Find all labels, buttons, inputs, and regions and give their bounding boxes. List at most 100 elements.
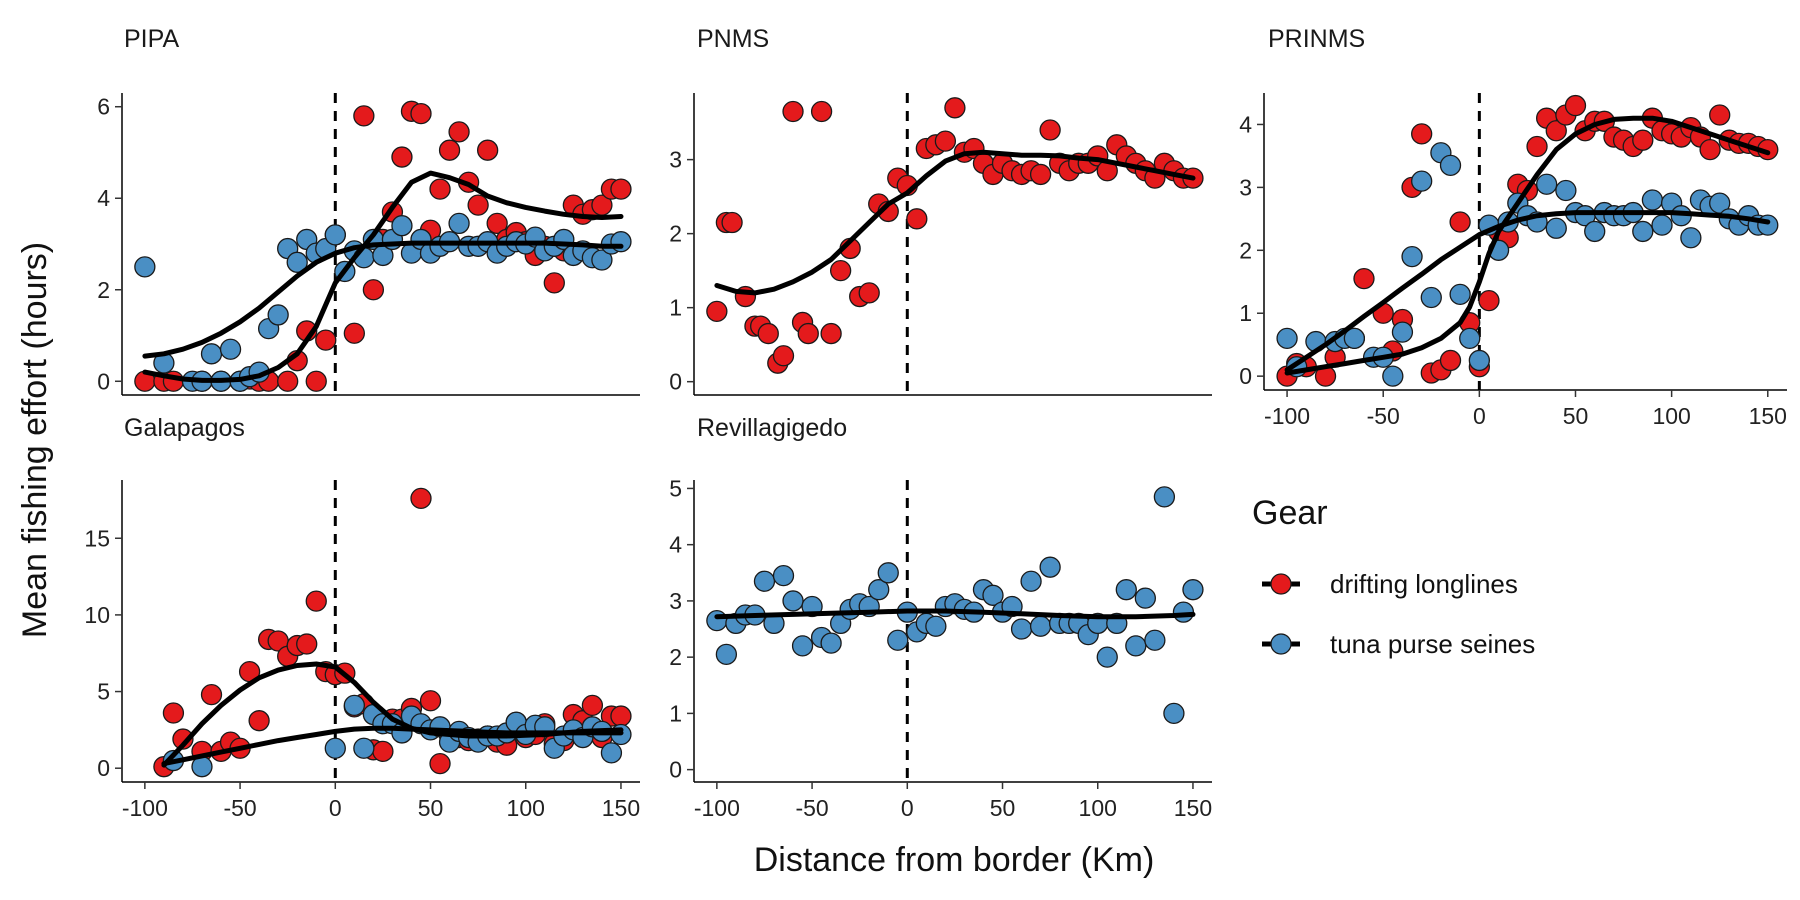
- x-tick-label: 150: [602, 795, 640, 821]
- data-point-drifting-longlines: [820, 322, 842, 345]
- x-tick-label: 100: [1079, 795, 1117, 821]
- data-point-tuna-purse-seines: [267, 304, 289, 326]
- data-point-tuna-purse-seines: [782, 590, 804, 612]
- y-tick-label: 2: [669, 221, 682, 247]
- legend-key-point-longlines: [1270, 573, 1292, 595]
- data-point-drifting-longlines: [1029, 163, 1052, 186]
- data-point-drifting-longlines: [782, 100, 804, 123]
- panel-title: Galapagos: [124, 414, 245, 442]
- data-point-drifting-longlines: [419, 690, 442, 712]
- data-point-tuna-purse-seines: [1651, 214, 1673, 236]
- panel-title: PNMS: [697, 25, 769, 53]
- data-point-drifting-longlines: [810, 100, 833, 123]
- panel-revillagigedo: Revillagigedo 0 1 2 3 4 5 -100 -50 0 50 100 150: [669, 414, 1212, 821]
- data-point-tuna-purse-seines: [324, 737, 346, 759]
- smooth-line-tuna-purse-seines: [1284, 210, 1771, 373]
- data-point-tuna-purse-seines: [1010, 618, 1033, 640]
- data-point-drifting-longlines: [372, 740, 394, 762]
- data-point-drifting-longlines: [581, 694, 604, 717]
- smooth-line-tuna-purse-seines: [714, 608, 1196, 620]
- data-point-drifting-longlines: [1545, 120, 1567, 142]
- legend-label-purse-seines: tuna purse seines: [1330, 629, 1535, 659]
- y-tick-label: 4: [97, 185, 110, 211]
- data-point-drifting-longlines: [343, 322, 365, 344]
- data-point-tuna-purse-seines: [134, 256, 156, 278]
- data-point-tuna-purse-seines: [1411, 170, 1433, 192]
- data-point-tuna-purse-seines: [1449, 283, 1471, 306]
- data-point-drifting-longlines: [429, 178, 451, 200]
- data-point-tuna-purse-seines: [715, 643, 738, 665]
- x-tick-label: 0: [1473, 403, 1486, 429]
- data-point-tuna-purse-seines: [706, 609, 728, 632]
- smooth-line-drifting-longlines: [1284, 115, 1771, 376]
- data-point-drifting-longlines: [162, 702, 185, 724]
- legend: Gear drifting longlines tuna purse seine…: [1252, 494, 1535, 659]
- data-point-tuna-purse-seines: [1343, 327, 1366, 350]
- data-point-drifting-longlines: [1526, 135, 1548, 158]
- y-tick-label: 0: [97, 368, 110, 394]
- data-point-drifting-longlines: [172, 728, 194, 750]
- x-tick-label: -50: [795, 795, 828, 821]
- data-point-drifting-longlines: [486, 212, 508, 235]
- data-point-drifting-longlines: [248, 710, 270, 732]
- x-tick-label: 100: [1652, 403, 1690, 429]
- data-point-drifting-longlines: [610, 178, 632, 200]
- legend-key-point-purse-seines: [1270, 633, 1292, 655]
- data-point-tuna-purse-seines: [982, 584, 1004, 606]
- data-point-drifting-longlines: [448, 121, 470, 143]
- data-point-drifting-longlines: [797, 322, 819, 345]
- smooth-line-tuna-purse-seines: [161, 725, 624, 767]
- data-point-tuna-purse-seines: [1115, 579, 1137, 601]
- data-point-drifting-longlines: [1449, 211, 1471, 233]
- x-tick-label: 50: [1563, 403, 1589, 429]
- x-tick-label: 0: [901, 795, 914, 821]
- legend-title: Gear: [1252, 494, 1328, 532]
- data-point-drifting-longlines: [757, 322, 779, 345]
- data-point-tuna-purse-seines: [1144, 629, 1166, 651]
- x-tick-label: 50: [990, 795, 1016, 821]
- data-point-tuna-purse-seines: [877, 562, 899, 584]
- data-point-drifting-longlines: [721, 211, 743, 234]
- data-point-tuna-purse-seines: [1439, 154, 1462, 177]
- data-point-tuna-purse-seines: [1382, 365, 1404, 387]
- data-point-tuna-purse-seines: [1545, 217, 1567, 239]
- data-point-tuna-purse-seines: [1096, 646, 1118, 668]
- data-point-tuna-purse-seines: [353, 737, 375, 759]
- data-point-drifting-longlines: [1478, 289, 1500, 312]
- y-tick-label: 0: [669, 369, 682, 395]
- panel-galapagos: Galapagos 0 5 10 15 -100 -50 0 50 100 150: [84, 414, 640, 821]
- y-tick-label: 1: [669, 700, 682, 726]
- data-point-drifting-longlines: [391, 146, 413, 168]
- data-point-tuna-purse-seines: [343, 694, 365, 717]
- data-point-drifting-longlines: [353, 105, 375, 127]
- data-point-drifting-longlines: [200, 683, 223, 706]
- data-point-tuna-purse-seines: [200, 343, 223, 365]
- data-point-drifting-longlines: [1564, 94, 1587, 117]
- data-point-tuna-purse-seines: [1391, 321, 1414, 343]
- data-point-drifting-longlines: [706, 300, 728, 323]
- data-point-tuna-purse-seines: [286, 251, 308, 273]
- data-point-drifting-longlines: [277, 370, 299, 392]
- data-point-tuna-purse-seines: [1182, 579, 1204, 601]
- data-point-tuna-purse-seines: [791, 635, 814, 657]
- y-axis-title: Mean fishing effort (hours): [16, 242, 54, 638]
- data-point-drifting-longlines: [610, 705, 632, 727]
- plot-area-pnms: [706, 97, 1204, 374]
- data-point-tuna-purse-seines: [391, 215, 413, 237]
- data-point-drifting-longlines: [410, 102, 432, 125]
- data-point-tuna-purse-seines: [591, 249, 613, 271]
- smooth-line-tuna-purse-seines: [142, 240, 624, 359]
- x-tick-label: 150: [1174, 795, 1212, 821]
- legend-entry-longlines: drifting longlines: [1262, 569, 1518, 599]
- y-tick-label: 2: [669, 644, 682, 670]
- y-tick-label: 0: [1239, 363, 1252, 389]
- data-point-tuna-purse-seines: [1276, 327, 1298, 350]
- data-point-tuna-purse-seines: [600, 742, 623, 764]
- y-tick-label: 0: [669, 757, 682, 783]
- data-point-tuna-purse-seines: [1555, 179, 1577, 202]
- data-point-drifting-longlines: [944, 97, 966, 119]
- data-point-tuna-purse-seines: [324, 224, 346, 246]
- panel-title: PIPA: [124, 25, 179, 53]
- y-tick-label: 2: [1239, 237, 1252, 263]
